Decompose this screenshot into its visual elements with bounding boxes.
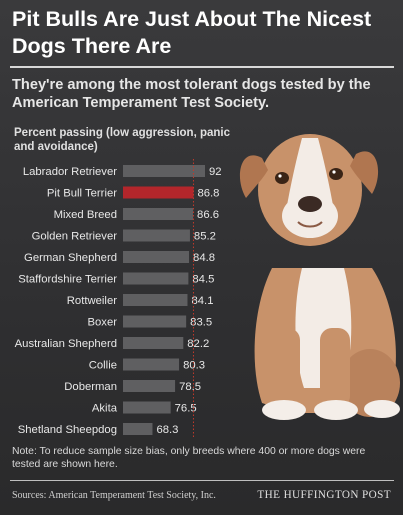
value-label: 76.5 — [175, 403, 197, 415]
value-label: 84.1 — [191, 295, 213, 307]
bar — [123, 401, 171, 414]
value-label: 86.6 — [197, 209, 219, 221]
category-label: Doberman — [64, 381, 117, 393]
bar — [123, 272, 189, 285]
value-label: 85.2 — [194, 231, 216, 243]
value-label: 68.3 — [156, 424, 178, 436]
value-label: 78.5 — [179, 381, 201, 393]
chart-subtitle: They're among the most tolerant dogs tes… — [12, 77, 371, 111]
category-label: Pit Bull Terrier — [47, 188, 117, 200]
value-label: 86.8 — [197, 188, 219, 200]
bar — [123, 337, 184, 349]
bar — [123, 358, 180, 371]
bar — [123, 208, 194, 220]
category-label: Staffordshire Terrier — [18, 274, 117, 286]
footnote: Note: To reduce sample size bias, only b… — [12, 446, 366, 470]
bar — [123, 380, 176, 392]
category-label: Shetland Sheepdog — [18, 424, 117, 436]
bar — [123, 165, 205, 177]
axis-label: Percent passing (low aggression, panic a… — [14, 127, 231, 153]
bar — [123, 294, 188, 306]
value-label: 80.3 — [183, 360, 205, 372]
bar — [123, 315, 187, 328]
category-label: Collie — [89, 360, 117, 372]
category-label: Australian Shepherd — [15, 338, 117, 350]
category-label: Boxer — [87, 317, 117, 329]
category-label: Labrador Retriever — [23, 166, 117, 178]
source-credit: Sources: American Temperament Test Socie… — [12, 490, 216, 501]
footer-divider — [10, 480, 394, 481]
value-label: 83.5 — [190, 317, 212, 329]
category-label: German Shepherd — [24, 252, 117, 264]
category-label: Rottweiler — [67, 295, 117, 307]
bar — [123, 423, 153, 435]
bar — [123, 229, 190, 242]
puppy-illustration — [239, 134, 400, 420]
category-label: Mixed Breed — [54, 209, 117, 221]
title-divider — [10, 66, 394, 68]
bar — [123, 186, 194, 199]
publisher-logo: THE HUFFINGTON POST — [257, 489, 391, 501]
chart-title: Pit Bulls Are Just About The Nicest Dogs… — [12, 7, 372, 58]
value-label: 92 — [209, 166, 222, 178]
category-label: Golden Retriever — [32, 231, 118, 243]
value-label: 84.5 — [192, 274, 214, 286]
value-label: 82.2 — [187, 338, 209, 350]
category-label: Akita — [92, 403, 118, 415]
value-label: 84.8 — [193, 252, 215, 264]
bar — [123, 251, 190, 263]
